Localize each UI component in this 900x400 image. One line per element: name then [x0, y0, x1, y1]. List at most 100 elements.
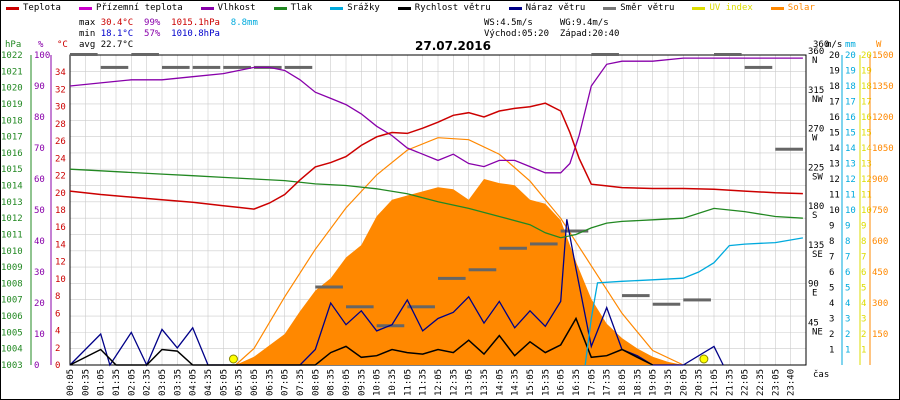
- series-humidity-line: [69, 57, 803, 174]
- tick-label-uv: 8: [861, 237, 866, 247]
- tick-label-dir: N: [812, 56, 817, 66]
- wind-direction-mark: [499, 246, 527, 250]
- legend-swatch-icon: [273, 6, 287, 10]
- tick-label-time: 05:35: [235, 369, 245, 396]
- wind-direction-mark: [591, 53, 619, 56]
- legend-item-prizemni-teplota[interactable]: Přízemní teplota: [78, 3, 183, 13]
- tick-label-dir: E: [812, 289, 817, 299]
- tick-label-hpa: 1020: [1, 84, 23, 94]
- tick-label-temp: 24: [55, 154, 66, 164]
- stats-wind-gust: WG:9.4m/s: [559, 18, 609, 28]
- tick-label-time: 20:35: [695, 369, 705, 396]
- legend-item-tlak[interactable]: Tlak: [273, 3, 312, 13]
- tick-label-mm: 15: [845, 129, 856, 139]
- tick-label-mm: 5: [845, 284, 850, 294]
- tick-label-time: 15:05: [526, 369, 536, 396]
- tick-label-temp: 18: [55, 206, 66, 216]
- tick-label-hpa: 1003: [1, 361, 23, 371]
- tick-label-time: 05:05: [219, 369, 229, 396]
- axis-title-mm: mm: [845, 40, 856, 50]
- uv-marker: [228, 354, 238, 364]
- tick-label-temp: 32: [55, 85, 66, 95]
- tick-label-dir: SE: [812, 250, 823, 260]
- stats-max-temp: 30.4°C: [100, 18, 134, 28]
- tick-label-pct: 40: [34, 237, 45, 247]
- tick-label-mm: 1: [845, 346, 850, 356]
- tick-label-uv: 20: [861, 51, 872, 61]
- tick-label-ms: 19: [829, 67, 840, 77]
- stats-sunset: Západ:20:40: [559, 29, 620, 39]
- wind-direction-mark: [775, 147, 803, 151]
- legend-item-teplota[interactable]: Teplota: [6, 3, 61, 13]
- legend-item-vlhkost[interactable]: Vlhkost: [200, 3, 256, 13]
- legend-label: Rychlost větru: [414, 3, 491, 13]
- legend-item-rychlost-vetru[interactable]: Rychlost větru: [397, 3, 491, 13]
- tick-label-time: 00:35: [81, 369, 91, 396]
- tick-label-uv: 1: [861, 346, 866, 356]
- axis-title-ms: m/s: [826, 40, 842, 50]
- legend-item-srazky[interactable]: Srážky: [330, 3, 380, 13]
- stats-min-label: min: [79, 29, 96, 39]
- tick-label-pct: 50: [34, 206, 45, 216]
- tick-label-mm: 20: [845, 51, 856, 61]
- tick-label-time: 13:05: [465, 369, 475, 396]
- legend-item-naraz-vetru[interactable]: Náraz větru: [508, 3, 586, 13]
- tick-label-time: 00:05: [66, 369, 76, 396]
- tick-label-uv: 18: [861, 82, 872, 92]
- tick-label-time: 15:35: [541, 369, 551, 396]
- tick-label-hpa: 1015: [1, 165, 23, 175]
- tick-label-dir: W: [812, 134, 818, 144]
- tick-label-ms: 14: [829, 144, 840, 154]
- legend-item-solar[interactable]: Solar: [770, 3, 815, 13]
- tick-label-pct: 20: [34, 299, 45, 309]
- series-rain-line: [584, 237, 804, 366]
- tick-label-time: 21:05: [710, 369, 720, 396]
- wind-direction-mark: [162, 65, 190, 69]
- tick-label-temp: 16: [55, 223, 66, 233]
- stats-rain-total: 8.8mm: [230, 18, 258, 28]
- tick-label-hpa: 1011: [1, 230, 23, 240]
- tick-label-uv: 15: [861, 129, 872, 139]
- stats-max-row: max 30.4°C 99% 1015.1hPa 8.8mm: [79, 18, 258, 29]
- tick-label-dir: NE: [812, 327, 823, 337]
- axis-title-dir: 360: [813, 40, 829, 50]
- wind-direction-mark: [407, 305, 435, 309]
- tick-label-time: 06:35: [265, 369, 275, 396]
- wind-direction-mark: [100, 65, 129, 69]
- tick-label-hpa: 1007: [1, 296, 23, 306]
- tick-label-pct: 100: [34, 51, 50, 61]
- series-gust-line: [69, 219, 724, 367]
- tick-label-time: 11:35: [419, 369, 429, 396]
- legend-label: Náraz větru: [525, 3, 586, 13]
- tick-label-temp: 6: [55, 309, 60, 319]
- tick-label-time: 18:35: [633, 369, 643, 396]
- tick-label-ms: 15: [829, 129, 840, 139]
- wind-direction-mark: [131, 53, 159, 56]
- legend-item-uv-index[interactable]: UV index: [692, 3, 753, 13]
- tick-label-temp: 22: [55, 172, 66, 182]
- tick-label-time: 12:35: [449, 369, 459, 396]
- tick-label-time: 10:35: [388, 369, 398, 396]
- tick-label-mm: 2: [845, 330, 850, 340]
- tick-label-hpa: 1014: [1, 182, 23, 192]
- stats-sun-row: Východ:05:20 Západ:20:40: [484, 29, 619, 40]
- tick-label-ms: 3: [829, 315, 834, 325]
- tick-label-uv: 7: [861, 253, 866, 263]
- series-wind-line: [69, 316, 654, 366]
- legend-label: Směr větru: [620, 3, 675, 13]
- tick-label-time: 19:35: [664, 369, 674, 396]
- tick-label-hpa: 1016: [1, 149, 23, 159]
- tick-label-w: 300: [872, 299, 888, 309]
- legend-label: UV index: [709, 3, 753, 13]
- tick-label-mm: 10: [845, 206, 856, 216]
- legend-label: Solar: [787, 3, 815, 13]
- wind-direction-mark: [530, 242, 558, 246]
- legend-label: Přízemní teplota: [95, 3, 183, 13]
- tick-label-time: 17:35: [603, 369, 613, 396]
- tick-label-hpa: 1017: [1, 133, 23, 143]
- wind-direction-mark: [192, 65, 221, 69]
- tick-label-hpa: 1013: [1, 198, 23, 208]
- tick-label-uv: 3: [861, 315, 866, 325]
- legend-item-smer-vetru[interactable]: Směr větru: [603, 3, 674, 13]
- series-solar-clear-sky-line: [235, 137, 684, 366]
